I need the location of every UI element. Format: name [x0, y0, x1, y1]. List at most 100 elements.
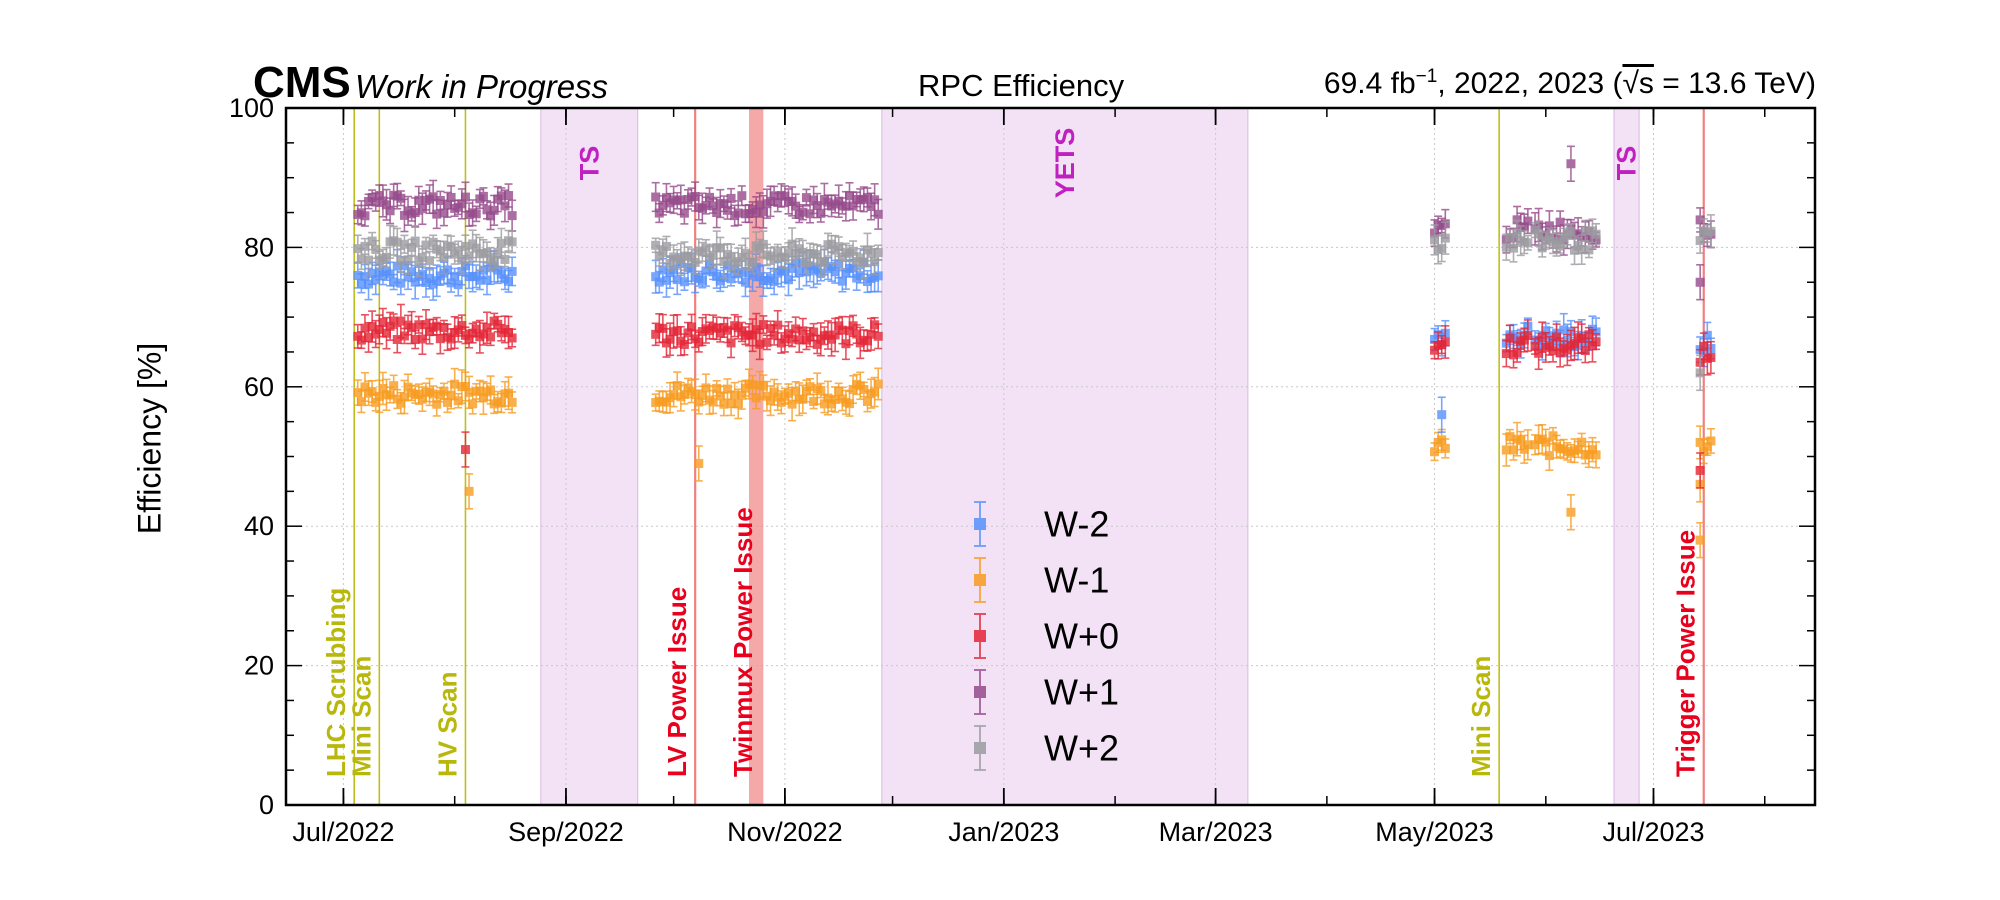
- marker: [446, 241, 456, 251]
- marker: [798, 394, 808, 404]
- marker: [504, 388, 514, 398]
- point-W+1: [798, 203, 808, 221]
- marker: [819, 257, 829, 267]
- point-W+2: [421, 236, 431, 254]
- marker: [748, 330, 758, 340]
- marker: [719, 256, 729, 266]
- point-W+1: [478, 187, 488, 206]
- marker: [737, 267, 747, 277]
- legend-label: W-2: [1044, 504, 1109, 545]
- marker: [694, 397, 704, 407]
- marker: [870, 257, 880, 267]
- marker: [1430, 345, 1440, 355]
- marker: [1541, 437, 1551, 447]
- annotation-label-5: Mini Scan: [1466, 656, 1496, 777]
- marker: [862, 192, 872, 202]
- marker: [873, 209, 883, 219]
- marker: [432, 276, 442, 286]
- legend-label: W+0: [1044, 616, 1119, 657]
- marker: [855, 271, 865, 281]
- marker: [665, 334, 675, 344]
- marker: [712, 208, 722, 218]
- marker: [360, 382, 370, 392]
- marker: [1501, 349, 1511, 359]
- marker: [697, 276, 707, 286]
- outlier-W+1: [1695, 264, 1705, 301]
- marker: [687, 263, 697, 273]
- marker: [730, 390, 740, 400]
- marker: [708, 397, 718, 407]
- marker: [751, 393, 761, 403]
- marker: [443, 200, 453, 210]
- marker: [701, 201, 711, 211]
- marker: [852, 329, 862, 339]
- marker: [371, 329, 381, 339]
- marker: [507, 237, 517, 247]
- marker: [407, 267, 417, 277]
- marker: [705, 192, 715, 202]
- marker: [371, 397, 381, 407]
- marker: [798, 247, 808, 257]
- marker: [651, 329, 661, 339]
- y-tick-label: 60: [244, 372, 274, 402]
- marker: [1519, 335, 1529, 345]
- shaded-period-label: TS: [574, 146, 604, 181]
- marker: [712, 271, 722, 281]
- outlier-W-2: [1437, 396, 1447, 433]
- marker: [726, 338, 736, 348]
- marker: [507, 397, 517, 407]
- point-W+2: [464, 247, 474, 264]
- marker: [396, 256, 406, 266]
- marker: [500, 254, 510, 264]
- marker: [672, 326, 682, 336]
- marker: [399, 210, 409, 220]
- marker: [504, 191, 514, 201]
- marker: [679, 339, 689, 349]
- lumi-sqrt-s: √s: [1622, 67, 1654, 100]
- marker: [783, 329, 793, 339]
- marker: [464, 251, 474, 261]
- legend-entry-W-2: [974, 501, 986, 547]
- marker: [748, 380, 758, 390]
- marker: [360, 323, 370, 333]
- legend-label: W+1: [1044, 672, 1119, 713]
- point-W+0: [873, 323, 883, 350]
- marker: [654, 251, 664, 261]
- marker: [848, 321, 858, 331]
- marker: [1587, 445, 1597, 455]
- marker: [446, 390, 456, 400]
- marker: [486, 332, 496, 342]
- marker: [679, 390, 689, 400]
- annotation-label-0: LHC Scrubbing: [321, 588, 351, 777]
- marker: [353, 270, 363, 280]
- y-tick-label: 20: [244, 651, 274, 681]
- marker: [1566, 507, 1576, 517]
- luminosity-label: 69.4 fb−1, 2022, 2023 (√s = 13.6 TeV): [1324, 66, 1816, 101]
- point-W+2: [410, 224, 420, 258]
- marker: [1544, 221, 1554, 231]
- marker: [389, 381, 399, 391]
- point-W+2: [507, 230, 517, 254]
- x-tick-label: Jan/2023: [948, 817, 1059, 847]
- marker: [1695, 368, 1705, 378]
- annotation-label-4: Twinmux Power Issue: [728, 507, 758, 777]
- marker: [805, 382, 815, 392]
- marker: [1584, 330, 1594, 340]
- marker: [651, 192, 661, 202]
- marker: [364, 255, 374, 265]
- y-tick-label: 40: [244, 511, 274, 541]
- marker: [859, 384, 869, 394]
- marker: [1695, 236, 1705, 246]
- marker: [1519, 222, 1529, 232]
- marker: [475, 275, 485, 285]
- marker: [482, 247, 492, 257]
- legend-label: W-1: [1044, 560, 1109, 601]
- marker: [658, 246, 668, 256]
- marker: [873, 331, 883, 341]
- marker: [407, 242, 417, 252]
- marker: [654, 277, 664, 287]
- marker: [661, 275, 671, 285]
- marker: [1555, 241, 1565, 251]
- marker: [1591, 450, 1601, 460]
- marker: [694, 337, 704, 347]
